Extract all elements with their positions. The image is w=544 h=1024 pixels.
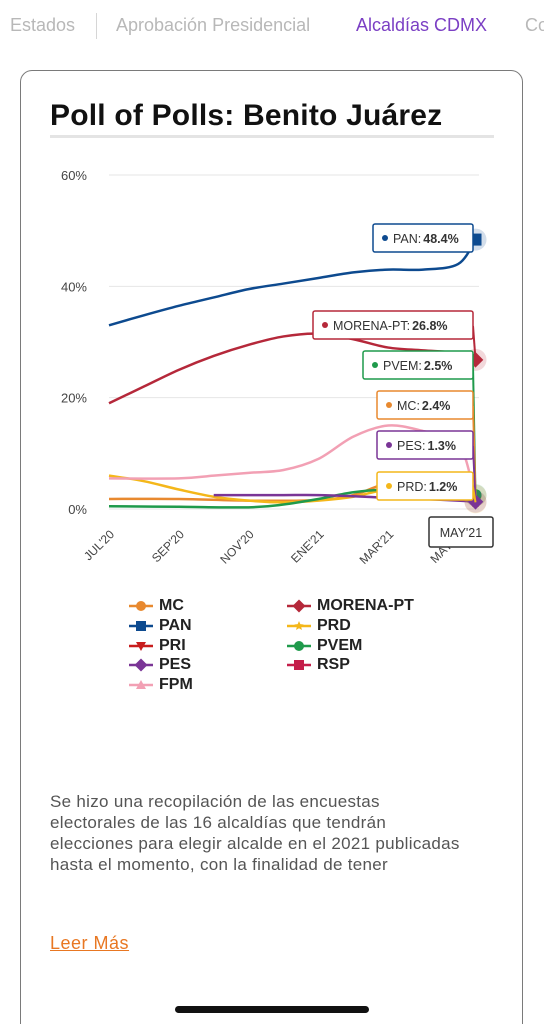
tooltip-dot [372, 362, 378, 368]
legend-marker-pes [129, 658, 153, 671]
legend-item-prd[interactable]: PRD [287, 616, 351, 635]
poll-chart: 0% 20% 40% 60% JUL'20 SEP'20 NOV'20 ENE'21 MAR'2… [61, 168, 494, 567]
tooltip-box-pan [372, 223, 474, 253]
tooltip-series-name: MORENA-PT: [333, 319, 410, 333]
legend-label: PAN [159, 616, 192, 634]
tooltip-box-pvem [362, 350, 474, 380]
legend-label: FPM [159, 675, 193, 693]
poll-card: Poll of Polls: Benito Juárez 0% 20% 40% 60%… [20, 70, 523, 1024]
legend-symbol[interactable] [294, 659, 304, 670]
legend-symbol[interactable] [136, 679, 146, 689]
legend-marker-fpm [129, 679, 153, 689]
y-tick-label: 0% [68, 502, 87, 517]
legend-marker-mc [129, 600, 153, 611]
home-indicator[interactable] [175, 1006, 369, 1013]
x-tick-label: MAR'21 [357, 527, 397, 567]
hover-x-label-box [428, 516, 494, 548]
series-line-pan [108, 238, 477, 327]
legend-symbol[interactable] [134, 658, 148, 671]
legend-label: MORENA-PT [317, 596, 414, 614]
legend-symbol[interactable] [294, 620, 304, 630]
tooltip-box-morena-pt [312, 310, 474, 340]
x-tick-label: JUL'20 [81, 527, 117, 563]
y-tick-label: 40% [61, 279, 87, 294]
card-title: Poll of Polls: Benito Juárez [50, 99, 443, 132]
legend-symbol[interactable] [136, 620, 146, 631]
legend-label: PES [159, 655, 192, 673]
tooltip-dot [382, 235, 388, 241]
legend-label: RSP [317, 655, 350, 673]
tooltip-dot [386, 402, 392, 408]
tab-alcaldias-cdmx[interactable]: Alcaldías CDMX [356, 15, 488, 35]
tooltip-series-name: PAN: [393, 232, 421, 246]
tooltip-box-pes [376, 430, 474, 460]
tooltip-series-name: PRD: [397, 480, 427, 494]
tab-divider [96, 13, 97, 39]
tooltip-value: 1.3% [428, 439, 457, 453]
read-more-link[interactable]: Leer Más [50, 933, 130, 953]
tooltip-value: 2.5% [424, 359, 453, 373]
legend-label: MC [159, 596, 184, 614]
tooltip-value: 48.4% [423, 232, 458, 246]
legend-item-morena-pt[interactable]: MORENA-PT [287, 596, 414, 615]
legend-label: PVEM [317, 636, 363, 654]
tooltip-series-name: PES: [397, 439, 426, 453]
tab-estados[interactable]: Estados [10, 15, 76, 35]
title-divider [50, 135, 494, 138]
legend-symbol[interactable] [136, 600, 146, 611]
x-tick-label: SEP'20 [149, 527, 187, 565]
y-tick-label: 20% [61, 391, 87, 406]
legend-marker-morena-pt [287, 599, 311, 612]
legend-marker-rsp [287, 659, 311, 670]
legend-label: PRD [317, 616, 351, 634]
legend-symbol[interactable] [294, 640, 304, 651]
x-tick-label: ENE'21 [288, 527, 327, 566]
legend-item-mc[interactable]: MC [129, 596, 184, 615]
tooltip-value: 2.4% [422, 399, 451, 413]
legend-marker-prd [287, 620, 311, 630]
tab-bar: Estados Aprobación Presidencial Alcaldía… [0, 0, 544, 52]
hover-x-label: MAY'21 [440, 526, 482, 540]
x-tick-label: NOV'20 [217, 527, 257, 567]
tab-aprobacion-presidencial[interactable]: Aprobación Presidencial [116, 15, 311, 35]
card-description: Se hizo una recopilación de las encuesta… [50, 792, 460, 874]
tab-co[interactable]: Co [525, 15, 544, 35]
legend-marker-pvem [287, 640, 311, 651]
tooltip-series-name: PVEM: [383, 359, 422, 373]
legend-item-pes[interactable]: PES [129, 655, 191, 674]
tooltip-box-prd [376, 471, 474, 501]
legend-symbol[interactable] [136, 641, 146, 651]
tooltip-dot [386, 483, 392, 489]
tooltip-series-name: MC: [397, 399, 420, 413]
legend-item-pvem[interactable]: PVEM [287, 636, 362, 655]
tooltip-value: 26.8% [412, 319, 447, 333]
legend-item-pan[interactable]: PAN [129, 616, 192, 635]
legend-label: PRI [159, 636, 186, 654]
legend-marker-pan [129, 620, 153, 631]
legend-symbol[interactable] [292, 599, 306, 612]
legend-marker-pri [129, 641, 153, 651]
y-tick-label: 60% [61, 168, 87, 183]
legend-item-fpm[interactable]: FPM [129, 675, 193, 694]
tooltip-box-mc [376, 390, 474, 420]
legend-item-rsp[interactable]: RSP [287, 655, 350, 674]
tooltip-dot [322, 322, 328, 328]
tooltip-value: 1.2% [429, 480, 458, 494]
tooltip-dot [386, 442, 392, 448]
legend-item-pri[interactable]: PRI [129, 636, 186, 655]
